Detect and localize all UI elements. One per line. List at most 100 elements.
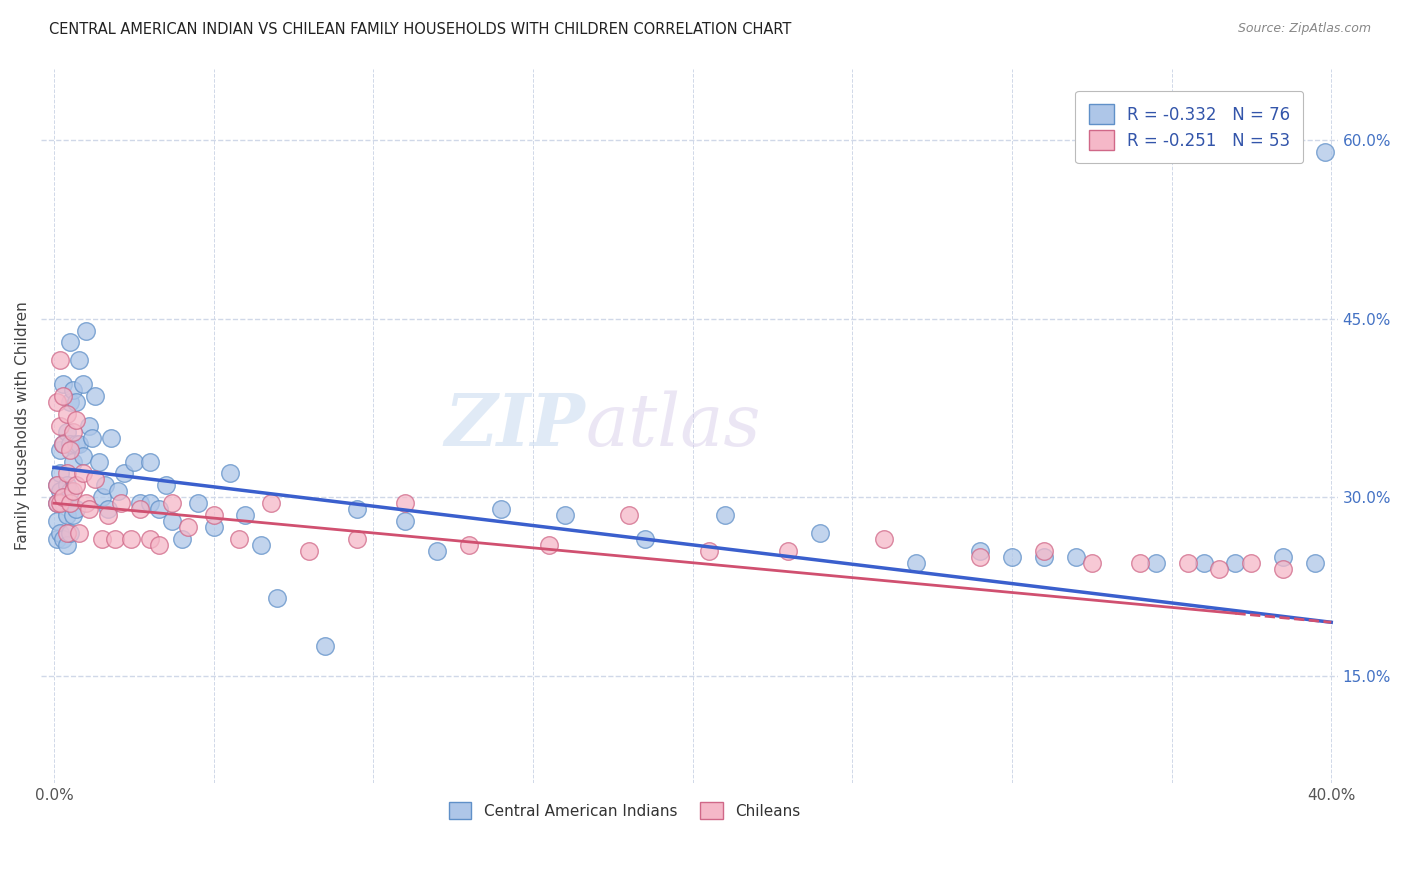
Point (155, 478, 177, 492)
Point (46, 478, 69, 492)
Point (697, 544, 720, 558)
Point (94, 478, 117, 492)
Point (52, 496, 75, 510)
Point (160, 496, 183, 510)
Point (55, 467, 77, 481)
Point (52, 377, 75, 392)
Point (120, 532, 142, 546)
Point (1144, 556, 1167, 570)
Point (1064, 549, 1087, 564)
Point (49, 442, 72, 457)
Point (55, 508, 77, 522)
Point (49, 467, 72, 481)
Point (1001, 549, 1024, 564)
Point (77, 502, 100, 516)
Point (346, 502, 368, 516)
Point (65, 502, 87, 516)
Point (87, 454, 110, 468)
Point (49, 525, 72, 540)
Point (122, 454, 145, 468)
Point (90, 490, 112, 504)
Point (1272, 562, 1295, 576)
Point (59, 335, 82, 350)
Text: ZIP: ZIP (444, 391, 586, 461)
Point (90, 532, 112, 546)
Point (67, 436, 90, 450)
Point (59, 525, 82, 540)
Point (55, 407, 77, 421)
Point (59, 442, 82, 457)
Point (52, 436, 75, 450)
Point (228, 532, 250, 546)
Point (62, 425, 84, 439)
Point (298, 544, 321, 558)
Point (100, 431, 122, 445)
Point (46, 496, 69, 510)
Point (873, 532, 896, 546)
Point (426, 544, 449, 558)
Point (1313, 145, 1336, 159)
Point (65, 395, 87, 409)
Point (129, 502, 152, 516)
Point (160, 514, 183, 528)
Point (59, 496, 82, 510)
Point (489, 502, 512, 516)
Legend: Central American Indians, Chileans: Central American Indians, Chileans (443, 796, 807, 825)
Point (49, 418, 72, 433)
Point (97, 508, 120, 522)
Y-axis label: Family Households with Children: Family Households with Children (15, 301, 30, 550)
Point (46, 478, 69, 492)
Point (67, 525, 90, 540)
Point (1080, 556, 1102, 570)
Point (59, 484, 82, 499)
Point (148, 502, 170, 516)
Point (62, 484, 84, 499)
Point (103, 532, 125, 546)
Point (49, 496, 72, 510)
Point (218, 467, 240, 481)
Point (107, 484, 129, 499)
Text: CENTRAL AMERICAN INDIAN VS CHILEAN FAMILY HOUSEHOLDS WITH CHILDREN CORRELATION C: CENTRAL AMERICAN INDIAN VS CHILEAN FAMIL… (49, 22, 792, 37)
Point (52, 490, 75, 504)
Point (82, 431, 104, 445)
Point (138, 496, 160, 510)
Point (250, 538, 273, 552)
Point (72, 449, 94, 463)
Point (905, 556, 928, 570)
Point (1032, 549, 1054, 564)
Point (129, 496, 152, 510)
Point (59, 395, 82, 409)
Point (148, 538, 170, 552)
Point (202, 520, 225, 534)
Point (1192, 556, 1215, 570)
Point (1225, 556, 1247, 570)
Point (314, 639, 336, 653)
Point (778, 544, 800, 558)
Point (72, 467, 94, 481)
Point (554, 508, 576, 522)
Point (62, 383, 84, 397)
Point (65, 478, 87, 492)
Point (46, 514, 69, 528)
Point (65, 413, 87, 427)
Point (52, 436, 75, 450)
Point (84, 389, 107, 403)
Point (266, 591, 288, 606)
Point (202, 508, 225, 522)
Point (52, 389, 75, 403)
Point (59, 436, 82, 450)
Point (112, 467, 135, 481)
Point (617, 508, 640, 522)
Point (969, 544, 991, 558)
Point (394, 514, 416, 528)
Point (46, 496, 69, 510)
Point (62, 508, 84, 522)
Point (46, 395, 69, 409)
Text: Source: ZipAtlas.com: Source: ZipAtlas.com (1237, 22, 1371, 36)
Point (65, 436, 87, 450)
Point (177, 520, 200, 534)
Point (458, 538, 481, 552)
Point (138, 454, 160, 468)
Point (394, 496, 416, 510)
Point (1208, 562, 1230, 576)
